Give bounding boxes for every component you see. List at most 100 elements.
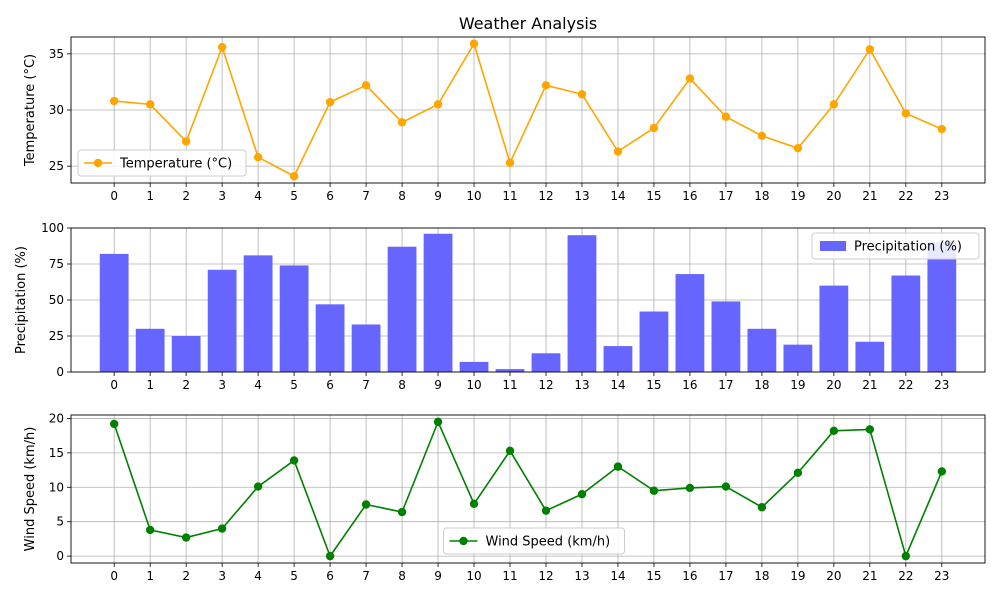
data-point	[937, 467, 947, 476]
x-tick-label: 10	[466, 569, 481, 583]
x-tick-label: 5	[290, 569, 298, 583]
x-tick-label: 19	[790, 189, 805, 203]
bar	[783, 344, 813, 372]
data-point	[649, 123, 659, 133]
precipitation-panel: 0 1 2 3 4 5 6 7 8 9 10 11 12 13 14 15 16 17 18 19 20 21 22 2302…	[14, 221, 986, 392]
y-tick-label: 50	[49, 293, 64, 307]
x-tick-label: 8	[398, 378, 406, 392]
y-tick-label: 15	[49, 446, 64, 460]
x-tick-label: 15	[646, 189, 661, 203]
x-tick-label: 6	[326, 569, 334, 583]
bar	[927, 242, 957, 372]
data-point	[901, 551, 911, 561]
x-tick-label: 10	[466, 189, 481, 203]
x-tick-label: 18	[754, 569, 769, 583]
chart-title: Weather Analysis	[459, 14, 597, 33]
x-tick-label: 7	[362, 378, 370, 392]
x-tick-label: 8	[398, 569, 406, 583]
data-point	[217, 524, 227, 533]
data-point	[541, 506, 551, 515]
bar	[99, 253, 129, 372]
x-tick-label: 16	[682, 569, 697, 583]
data-point	[649, 486, 659, 495]
wind-panel: 0 1 2 3 4 5 6 7 8 9 10 11 12 13 14 15 16 17 18 19 20 21 22 2305…	[23, 411, 986, 583]
bar	[423, 233, 453, 372]
legend-swatch	[820, 241, 846, 251]
x-tick-label: 19	[790, 378, 805, 392]
x-tick-label: 17	[718, 569, 733, 583]
x-tick-label: 11	[502, 189, 517, 203]
data-point	[397, 507, 407, 517]
y-tick-label: 75	[49, 257, 64, 271]
x-tick-label: 2	[182, 569, 190, 583]
x-tick-label: 4	[254, 189, 262, 203]
data-point	[469, 499, 479, 508]
data-point	[865, 45, 875, 54]
bar	[639, 311, 669, 372]
x-tick-label: 5	[290, 189, 298, 203]
bar	[711, 301, 741, 372]
bar	[171, 336, 201, 372]
bar	[495, 369, 525, 372]
y-tick-label: 0	[56, 549, 64, 563]
data-point	[721, 112, 731, 121]
x-tick-label: 15	[646, 569, 661, 583]
data-point	[325, 97, 335, 107]
x-tick-label: 5	[290, 378, 298, 392]
y-axis-title: Wind Speed (km/h)	[23, 427, 38, 552]
bar	[747, 328, 777, 372]
data-point	[181, 137, 191, 146]
data-point	[505, 446, 515, 455]
data-point	[685, 483, 695, 493]
x-tick-label: 18	[754, 189, 769, 203]
x-tick-label: 21	[862, 569, 877, 583]
y-tick-label: 30	[49, 103, 64, 117]
x-tick-label: 23	[934, 378, 949, 392]
y-tick-label: 20	[49, 411, 64, 425]
x-tick-label: 6	[326, 189, 334, 203]
data-point	[901, 109, 911, 118]
x-tick-label: 3	[218, 189, 226, 203]
x-tick-label: 4	[254, 569, 262, 583]
x-tick-label: 22	[898, 378, 913, 392]
bar	[603, 346, 633, 372]
data-point	[865, 425, 875, 434]
bar	[387, 246, 417, 372]
x-tick-label: 3	[218, 378, 226, 392]
x-tick-label: 20	[826, 569, 841, 583]
y-tick-label: 0	[56, 365, 64, 379]
data-point	[145, 525, 155, 535]
x-tick-label: 21	[862, 189, 877, 203]
legend-marker	[93, 158, 103, 168]
data-point	[613, 147, 623, 156]
x-tick-label: 13	[574, 569, 589, 583]
data-point	[937, 124, 947, 134]
data-point	[145, 100, 155, 109]
x-tick-label: 10	[466, 378, 481, 392]
series-line	[113, 419, 943, 559]
x-tick-label: 20	[826, 378, 841, 392]
legend: Temperature (°C)	[77, 149, 247, 177]
data-point	[541, 81, 551, 90]
x-tick-label: 20	[826, 189, 841, 203]
series-line	[114, 41, 943, 178]
x-tick-label: 7	[362, 189, 370, 203]
y-axis-title: Precipitation (%)	[14, 246, 29, 354]
data-point	[829, 426, 839, 436]
y-tick-label: 35	[49, 47, 64, 61]
bar	[819, 285, 849, 372]
data-point	[253, 152, 263, 162]
data-point	[433, 100, 443, 109]
data-point	[361, 81, 371, 90]
x-tick-label: 13	[574, 378, 589, 392]
x-tick-label: 23	[934, 569, 949, 583]
data-point	[829, 100, 839, 109]
x-tick-label: 2	[182, 189, 190, 203]
x-tick-label: 9	[434, 569, 442, 583]
bar	[675, 274, 705, 372]
x-tick-label: 9	[434, 189, 442, 203]
bar	[855, 341, 885, 372]
data-point	[721, 482, 731, 491]
x-tick-label: 12	[538, 189, 553, 203]
